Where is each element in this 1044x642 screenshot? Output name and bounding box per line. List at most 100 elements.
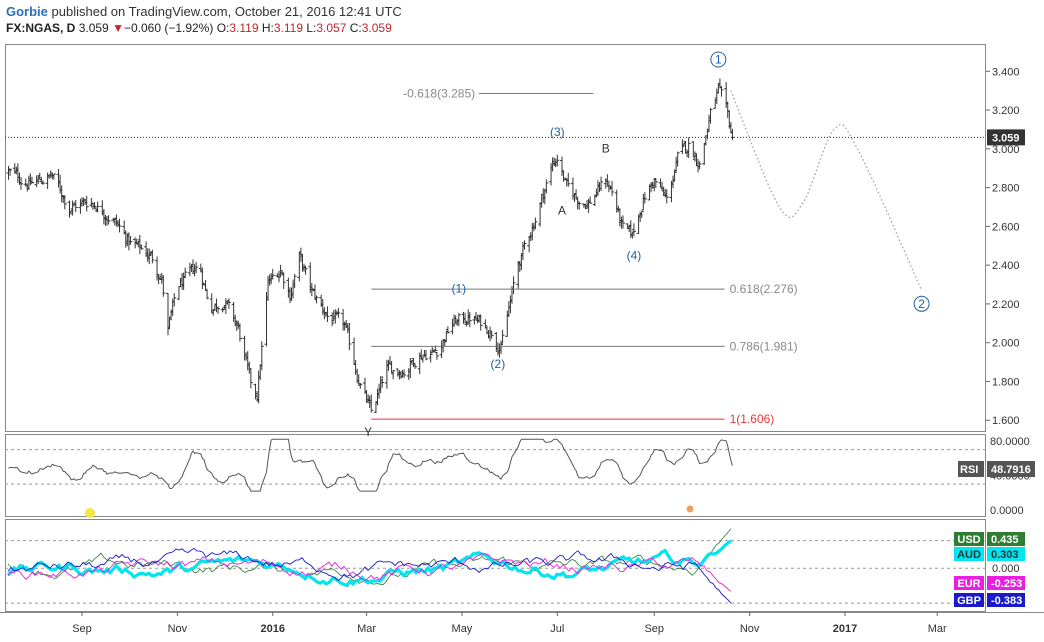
x-tick-label: Nov	[168, 623, 188, 635]
price-bar	[336, 308, 341, 318]
y-tick-label: 3.200	[992, 105, 1020, 117]
price-bar	[683, 140, 688, 154]
cs-value-tag	[987, 593, 1025, 607]
cs-value-label: 0.303	[991, 549, 1019, 561]
x-tick-label: Mar	[357, 623, 376, 635]
price-bar	[216, 306, 221, 314]
price-bar	[489, 331, 494, 339]
x-tick-label: Jul	[550, 623, 564, 635]
pane-frame-1	[5, 434, 986, 517]
price-bar	[610, 180, 615, 196]
fib-level-label: 0.618(2.276)	[730, 282, 798, 296]
rsi-name-tag	[958, 461, 984, 477]
price-bar	[478, 314, 483, 331]
price-bar	[248, 368, 253, 389]
price-bar	[483, 319, 488, 329]
x-tick-label: 2016	[261, 623, 285, 635]
y-tick-label: 2.200	[992, 299, 1020, 311]
price-bar	[653, 178, 658, 189]
y-tick-label: 3.000	[992, 144, 1020, 156]
rsi-value-label: 48.7916	[991, 464, 1031, 476]
quote-line: FX:NGAS, D 3.059 ▼−0.060 (−1.92%) O:3.11…	[6, 20, 1036, 37]
wave-label: 2	[918, 297, 925, 311]
price-bar	[95, 201, 100, 213]
price-bar	[330, 312, 335, 327]
price-bar	[106, 215, 111, 225]
price-bar	[270, 268, 275, 280]
price-bar	[183, 267, 188, 278]
price-bar	[391, 370, 396, 380]
rsi-name-label: RSI	[960, 464, 978, 476]
axes: 1.600 1.800 2.000 2.200 2.400 2.600 2.800 3.000…	[72, 66, 1035, 635]
price-bar	[150, 249, 155, 264]
price-bar	[544, 179, 549, 194]
wave-label-circle	[913, 295, 930, 312]
price-bar	[369, 394, 374, 413]
price-bar	[325, 306, 330, 322]
price-bar	[128, 236, 133, 245]
author-link[interactable]: Gorbie	[6, 4, 48, 19]
wave-label: (1)	[451, 281, 466, 295]
open-label: O:	[216, 21, 230, 35]
price-bar	[441, 339, 446, 353]
wave-label: A	[558, 204, 566, 218]
low-label: L:	[306, 21, 317, 35]
high-value: 3.119	[273, 21, 303, 35]
price-bar	[423, 349, 428, 361]
x-tick-label: Mar	[928, 623, 947, 635]
price-bar	[194, 261, 199, 274]
y-tick-label: 3.400	[992, 66, 1020, 78]
price-bar	[281, 272, 286, 289]
cs-value-tag	[987, 547, 1025, 561]
cs-name-tag	[954, 532, 984, 546]
price-bar	[139, 244, 144, 250]
price-bar	[205, 289, 210, 300]
last-price-tag-label: 3.059	[992, 132, 1020, 144]
cs-name-label: GBP	[957, 595, 981, 607]
price-bar	[672, 169, 677, 182]
cs-value-tag	[987, 532, 1025, 546]
cs-value-label: 0.435	[991, 534, 1019, 546]
price-bar	[165, 292, 170, 336]
y-tick-label: 1.800	[992, 376, 1020, 388]
price-bars	[6, 78, 735, 414]
price-bar	[172, 293, 177, 307]
price-bar	[620, 215, 625, 229]
marker-dot	[686, 505, 694, 513]
x-tick-label: Sep	[644, 623, 664, 635]
price-bar	[51, 173, 56, 180]
price-bar	[161, 275, 166, 297]
wave-label: B	[602, 142, 610, 156]
cs-value-label: -0.383	[991, 595, 1022, 607]
price-bar	[456, 312, 461, 327]
high-label: H:	[261, 21, 274, 35]
pane-frame-2	[5, 519, 986, 612]
close-label: C:	[349, 21, 362, 35]
price-bar	[675, 151, 680, 167]
price-bar	[566, 172, 571, 187]
price-bar	[19, 176, 24, 190]
last-price-tag	[987, 129, 1025, 146]
price-bar	[200, 267, 205, 290]
price-bar	[62, 195, 67, 210]
cs-series-line	[7, 552, 732, 592]
down-arrow-icon: ▼	[112, 21, 124, 35]
x-tick-label: Nov	[740, 623, 760, 635]
wave-label: (3)	[550, 125, 565, 139]
price-bar	[428, 349, 433, 363]
wave-label-circle	[710, 51, 727, 68]
price-bar	[203, 280, 208, 290]
price-bar	[583, 204, 588, 210]
y-tick-label: 1.600	[992, 415, 1020, 427]
price-bar	[292, 274, 297, 289]
price-bar	[467, 312, 472, 328]
wave-label: (4)	[627, 248, 642, 262]
cs-name-tag	[954, 547, 984, 561]
y-tick-label: 2.800	[992, 183, 1020, 195]
price-bar	[40, 180, 45, 185]
price-bar	[8, 168, 13, 176]
price-bar	[70, 200, 75, 216]
price-bar	[577, 201, 582, 210]
symbol-label: FX:NGAS, D	[6, 21, 76, 35]
